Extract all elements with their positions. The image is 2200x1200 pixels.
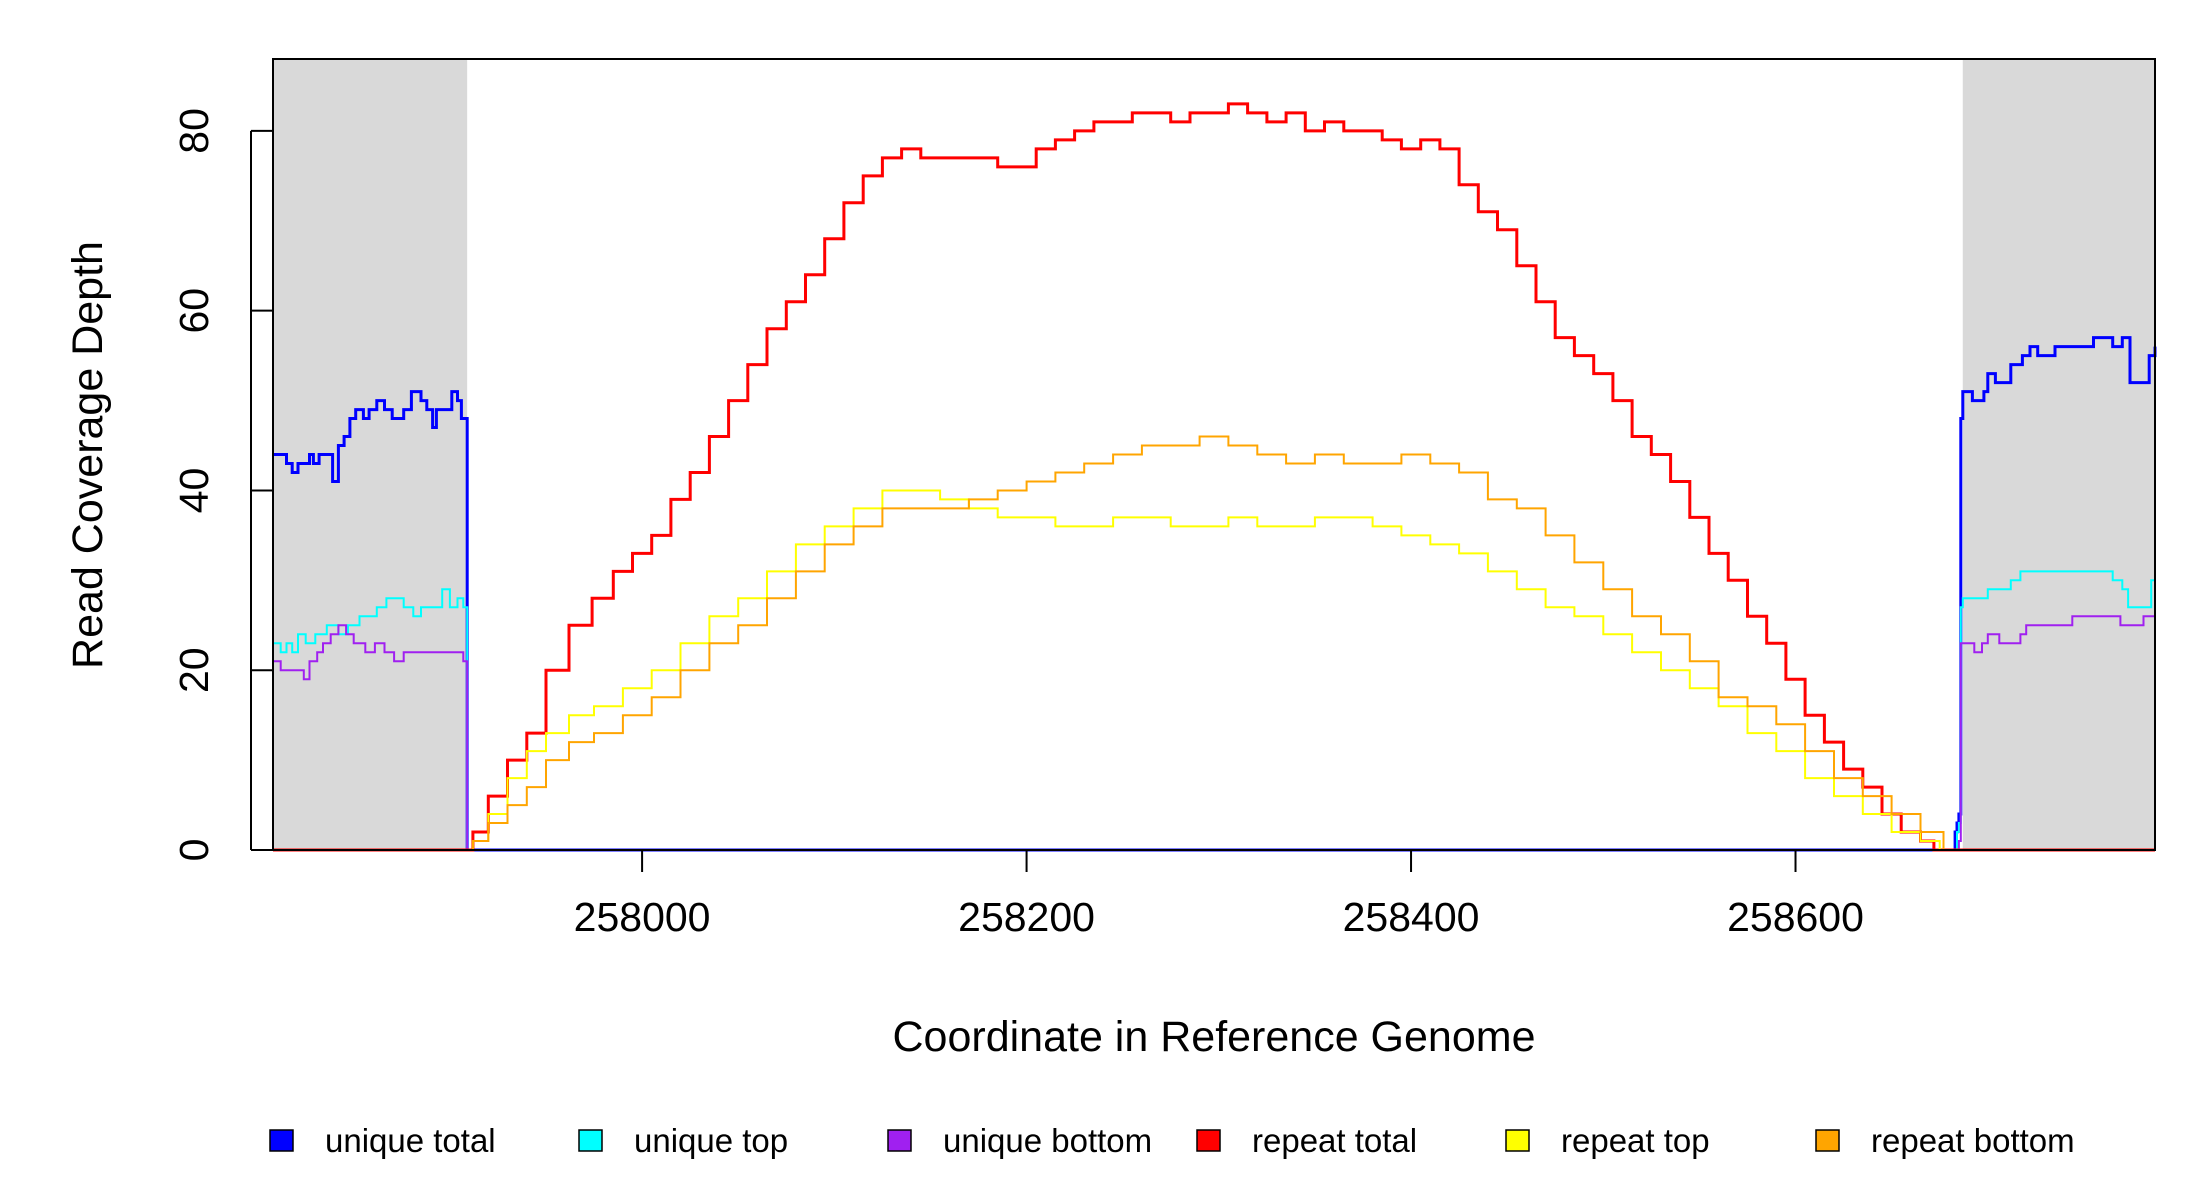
legend-swatch-5: [1815, 1129, 1840, 1152]
y-tick-label-4: 80: [171, 108, 217, 154]
series-line-unique-total: [273, 336, 2157, 852]
legend: unique total unique top unique bottom repea…: [269, 1122, 2075, 1159]
legend-label-1: unique top: [634, 1122, 788, 1159]
y-axis-title: Read Coverage Depth: [64, 241, 112, 669]
x-axis-title: Coordinate in Reference Genome: [893, 1013, 1536, 1061]
y-axis: 0 20 40 60 80: [171, 108, 273, 861]
legend-swatch-1: [578, 1129, 603, 1152]
legend-swatch-0: [269, 1129, 294, 1152]
x-tick-label-2: 258400: [1343, 894, 1480, 940]
x-axis: 258000 258200 258400 258600: [574, 850, 1864, 940]
legend-swatch-2: [887, 1129, 912, 1152]
legend-label-3: repeat total: [1252, 1122, 1417, 1159]
series-line-unique-top: [273, 570, 2155, 851]
plot-frame: [272, 58, 2156, 851]
y-tick-label-1: 20: [171, 647, 217, 693]
legend-label-4: repeat top: [1561, 1122, 1710, 1159]
series-lines: [273, 102, 2157, 852]
y-tick-label-3: 60: [171, 288, 217, 334]
x-tick-label-0: 258000: [574, 894, 711, 940]
legend-label-0: unique total: [325, 1122, 496, 1159]
legend-label-5: repeat bottom: [1871, 1122, 2075, 1159]
shaded-region-0: [273, 59, 468, 850]
legend-swatch-3: [1196, 1129, 1221, 1152]
series-line-repeat-total: [273, 102, 2155, 852]
shaded-regions: [273, 59, 2155, 850]
legend-label-2: unique bottom: [943, 1122, 1152, 1159]
shaded-region-1: [1962, 59, 2155, 850]
y-tick-label-2: 40: [171, 468, 217, 514]
x-tick-label-3: 258600: [1727, 894, 1864, 940]
x-tick-label-1: 258200: [958, 894, 1095, 940]
series-line-repeat-bottom: [273, 435, 2155, 851]
series-line-repeat-top: [273, 489, 2155, 851]
y-tick-label-0: 0: [171, 839, 217, 862]
legend-swatch-4: [1505, 1129, 1530, 1152]
series-line-unique-bottom: [273, 615, 2155, 851]
